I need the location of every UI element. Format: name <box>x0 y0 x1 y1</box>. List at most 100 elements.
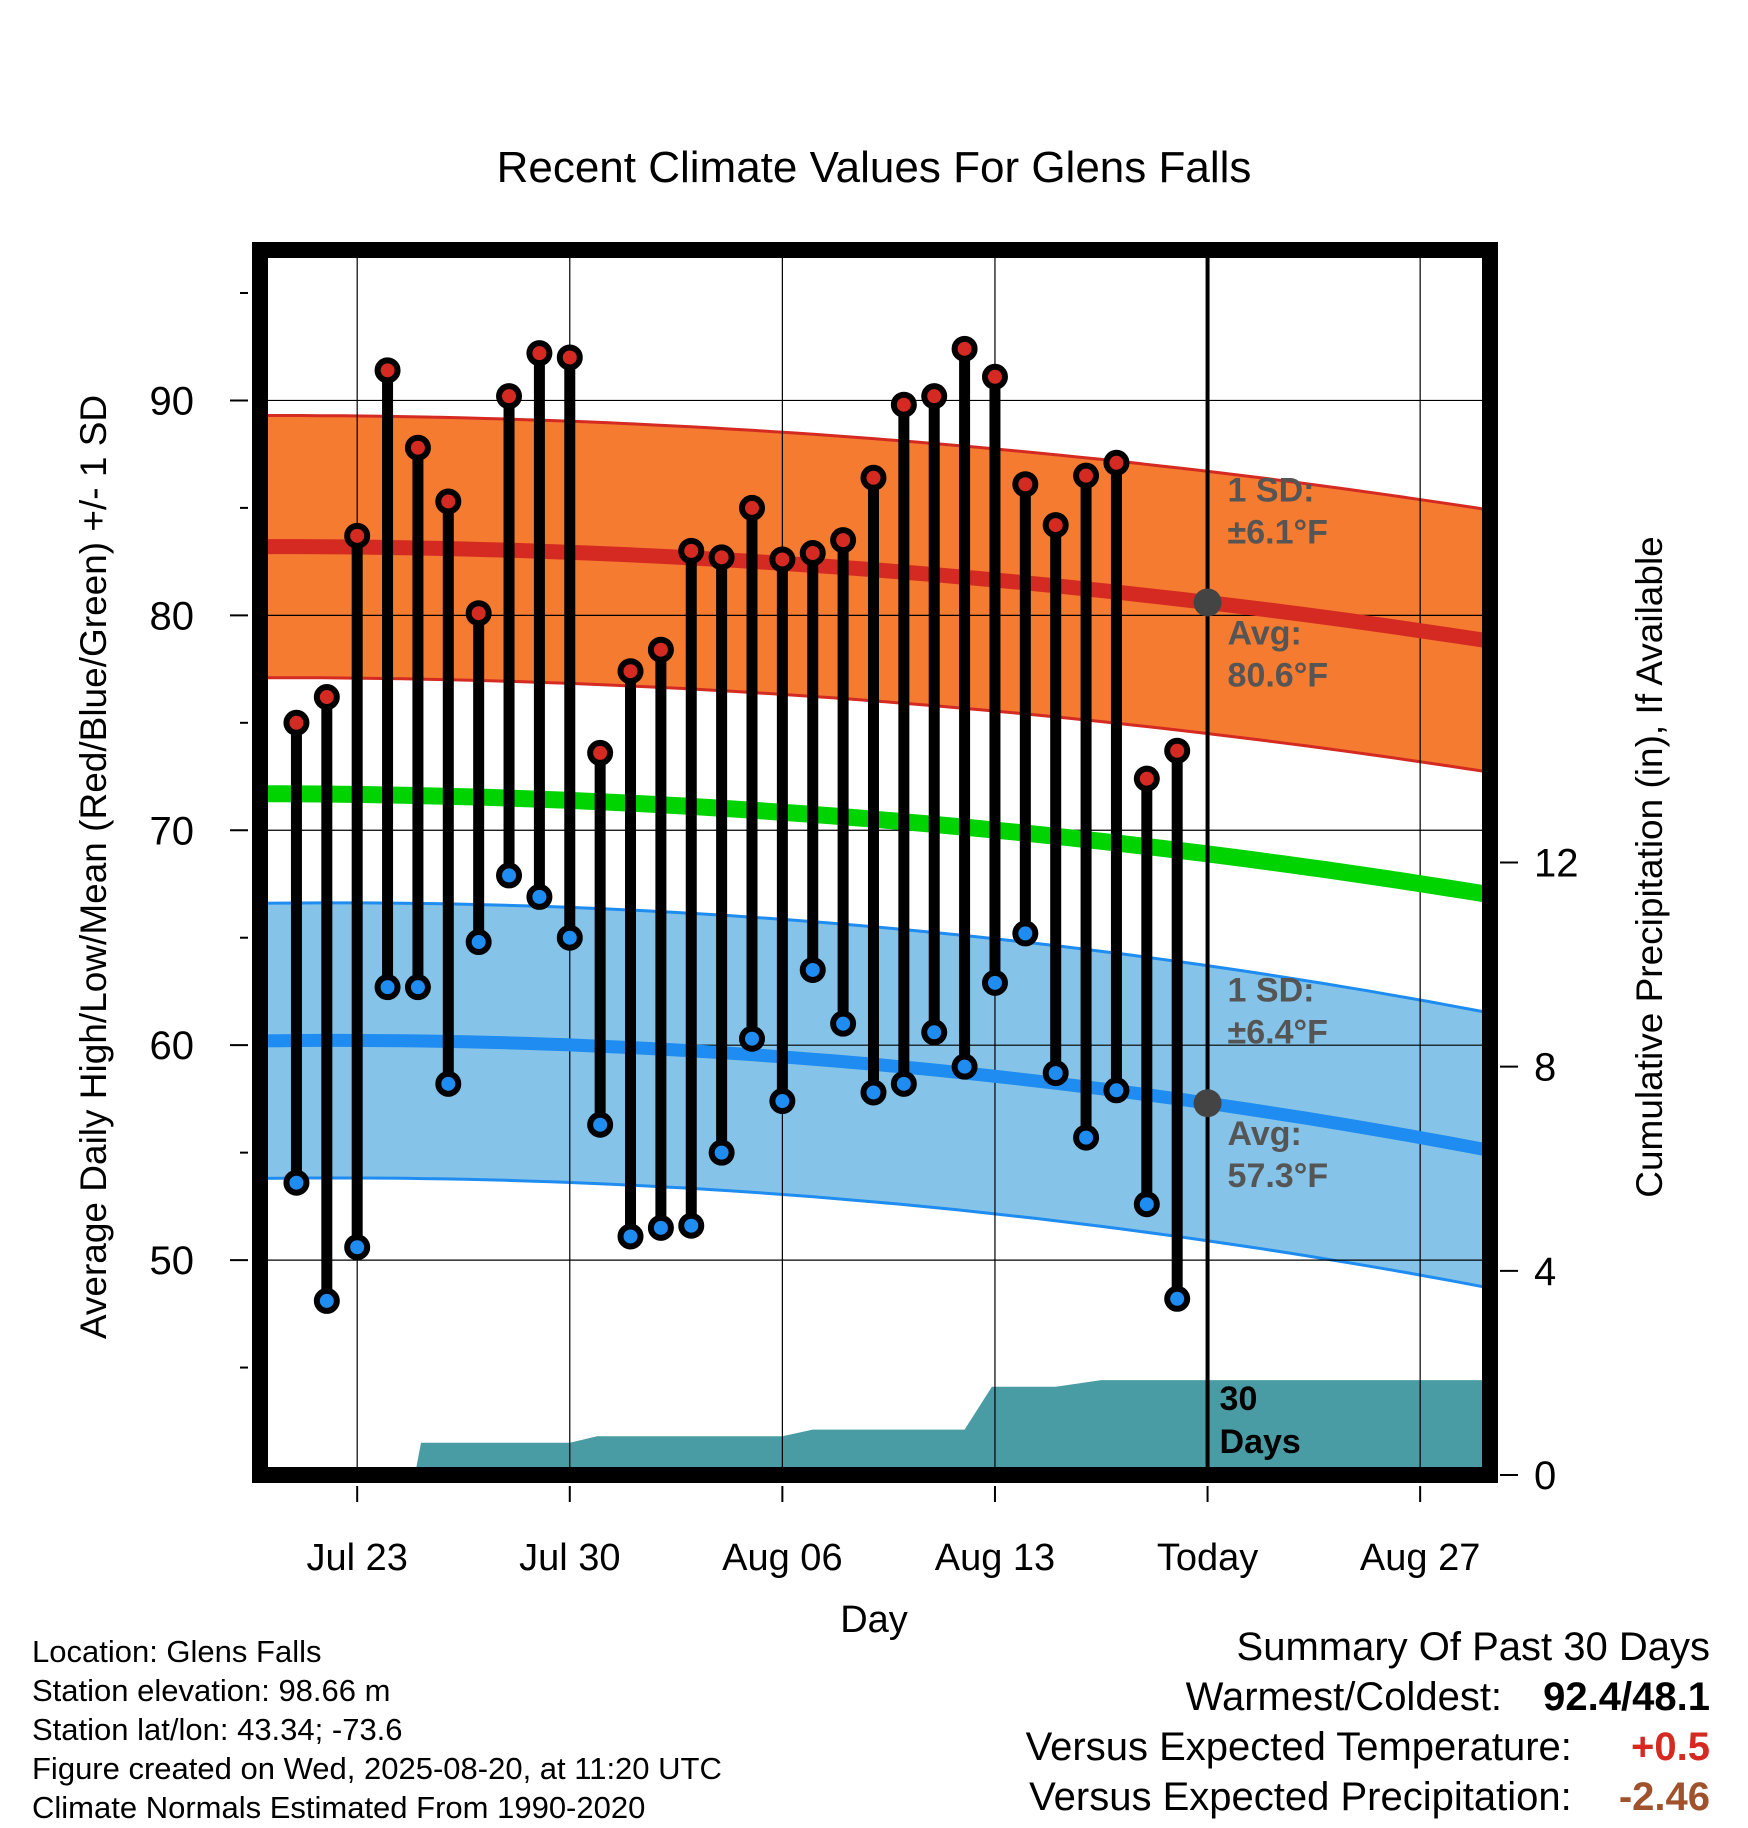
daily-high-point <box>617 658 644 685</box>
y-tick-label: 60 <box>150 1024 195 1068</box>
daily-high-point <box>799 540 826 567</box>
daily-high-point <box>587 739 614 766</box>
summary-precip: Versus Expected Precipitation: -2.46 <box>1026 1772 1710 1822</box>
y2-tick-label: 0 <box>1534 1454 1556 1498</box>
daily-low-point <box>921 1019 948 1046</box>
x-tick-label: Jul 30 <box>519 1537 620 1579</box>
info-latlon: Station lat/lon: 43.34; -73.6 <box>32 1712 403 1747</box>
daily-high-point <box>556 344 583 371</box>
summary-panel: Summary Of Past 30 Days Warmest/Coldest:… <box>1026 1622 1710 1822</box>
daily-high-point <box>678 537 705 564</box>
info-elevation: Station elevation: 98.66 m <box>32 1673 391 1708</box>
daily-low-point <box>1164 1285 1191 1312</box>
high-sd-label: 1 SD: <box>1228 471 1315 509</box>
daily-low-point <box>587 1111 614 1138</box>
y2-tick-label: 4 <box>1534 1250 1556 1294</box>
high-sd-upper-edge <box>260 414 1490 512</box>
daily-low-point <box>283 1169 310 1196</box>
daily-low-point <box>1073 1124 1100 1151</box>
daily-low-point <box>799 956 826 983</box>
daily-low-point <box>981 969 1008 996</box>
daily-low-point <box>617 1223 644 1250</box>
y-tick-label: 50 <box>150 1239 195 1283</box>
daily-low-point <box>830 1010 857 1037</box>
x-tick-label: Aug 06 <box>722 1537 842 1579</box>
temp-label: Versus Expected Temperature: <box>1025 1725 1572 1769</box>
low-sd-value: ±6.4°F <box>1228 1014 1328 1052</box>
summary-temp: Versus Expected Temperature: +0.5 <box>1026 1722 1710 1772</box>
x-tick-label: Today <box>1157 1537 1258 1579</box>
low-sd-lower-edge <box>260 1176 1490 1290</box>
daily-high-point <box>647 636 674 663</box>
daily-high-point <box>739 494 765 521</box>
y-axis-label: Average Daily High/Low/Mean (Red/Blue/Gr… <box>73 395 114 1339</box>
daily-high-point <box>981 363 1008 390</box>
daily-high-point <box>1042 512 1069 539</box>
daily-high-point <box>283 709 310 736</box>
daily-low-point <box>374 974 401 1001</box>
precip-value: -2.46 <box>1618 1775 1710 1819</box>
daily-high-point <box>860 464 887 491</box>
daily-high-point <box>951 335 978 362</box>
daily-low-point <box>496 862 523 889</box>
y-tick-label: 90 <box>150 379 195 423</box>
daily-high-point <box>769 546 796 573</box>
x-tick-label: Aug 13 <box>935 1537 1055 1579</box>
x-tick-label: Aug 27 <box>1360 1537 1480 1579</box>
daily-low-point <box>556 924 583 951</box>
daily-low-point <box>1133 1191 1160 1218</box>
daily-high-point <box>374 357 401 384</box>
today-high-normal-marker <box>1193 588 1222 617</box>
daily-low-point <box>1042 1060 1069 1087</box>
daily-high-point <box>435 488 462 515</box>
daily-low-point <box>647 1214 674 1241</box>
low-avg-label: Avg: <box>1228 1115 1302 1153</box>
low-sd-label: 1 SD: <box>1228 972 1315 1010</box>
daily-low-point <box>769 1088 796 1115</box>
y2-axis-label: Cumulative Precipitation (in), If Availa… <box>1629 536 1670 1198</box>
y-tick-label: 70 <box>150 809 195 853</box>
daily-low-point <box>435 1070 462 1097</box>
high-sd-value: ±6.1°F <box>1228 513 1328 551</box>
daily-low-point <box>678 1212 705 1239</box>
daily-low-point <box>1012 920 1039 947</box>
daily-high-point <box>1073 462 1100 489</box>
info-created: Figure created on Wed, 2025-08-20, at 11… <box>32 1751 722 1786</box>
days-word-label: Days <box>1220 1423 1301 1461</box>
daily-low-point <box>465 929 492 956</box>
plot-frame <box>252 242 1498 1483</box>
warm-cold-value: 92.4/48.1 <box>1543 1675 1710 1719</box>
daily-high-point <box>344 522 371 549</box>
daily-high-point <box>313 684 340 711</box>
daily-high-point <box>921 383 948 410</box>
cumulative-precip-area <box>260 1380 1490 1475</box>
daily-high-point <box>404 434 431 461</box>
y2-tick-label: 12 <box>1534 842 1579 886</box>
daily-high-point <box>830 527 857 554</box>
daily-low-point <box>313 1287 340 1314</box>
daily-high-point <box>1164 737 1191 764</box>
daily-high-point <box>1103 449 1130 476</box>
daily-low-point <box>344 1234 371 1261</box>
daily-low-point <box>404 974 431 1001</box>
x-axis-label: Day <box>840 1599 908 1641</box>
daily-high-point <box>465 600 492 627</box>
daily-low-point <box>526 883 553 910</box>
daily-low-point <box>890 1070 917 1097</box>
daily-high-point <box>526 340 553 367</box>
today-low-normal-marker <box>1193 1089 1222 1118</box>
x-tick-label: Jul 23 <box>306 1537 407 1579</box>
low-avg-value: 57.3°F <box>1228 1157 1329 1195</box>
info-normals: Climate Normals Estimated From 1990-2020 <box>32 1790 646 1825</box>
daily-high-point <box>496 383 523 410</box>
temp-value: +0.5 <box>1631 1725 1710 1769</box>
daily-low-point <box>708 1139 735 1166</box>
chart-title: Recent Climate Values For Glens Falls <box>497 143 1252 192</box>
precip-label: Versus Expected Precipitation: <box>1029 1775 1572 1819</box>
daily-low-point <box>1103 1077 1130 1104</box>
high-avg-label: Avg: <box>1228 614 1302 652</box>
daily-low-point <box>951 1053 978 1080</box>
daily-low-point <box>739 1025 765 1052</box>
daily-low-point <box>860 1079 887 1106</box>
